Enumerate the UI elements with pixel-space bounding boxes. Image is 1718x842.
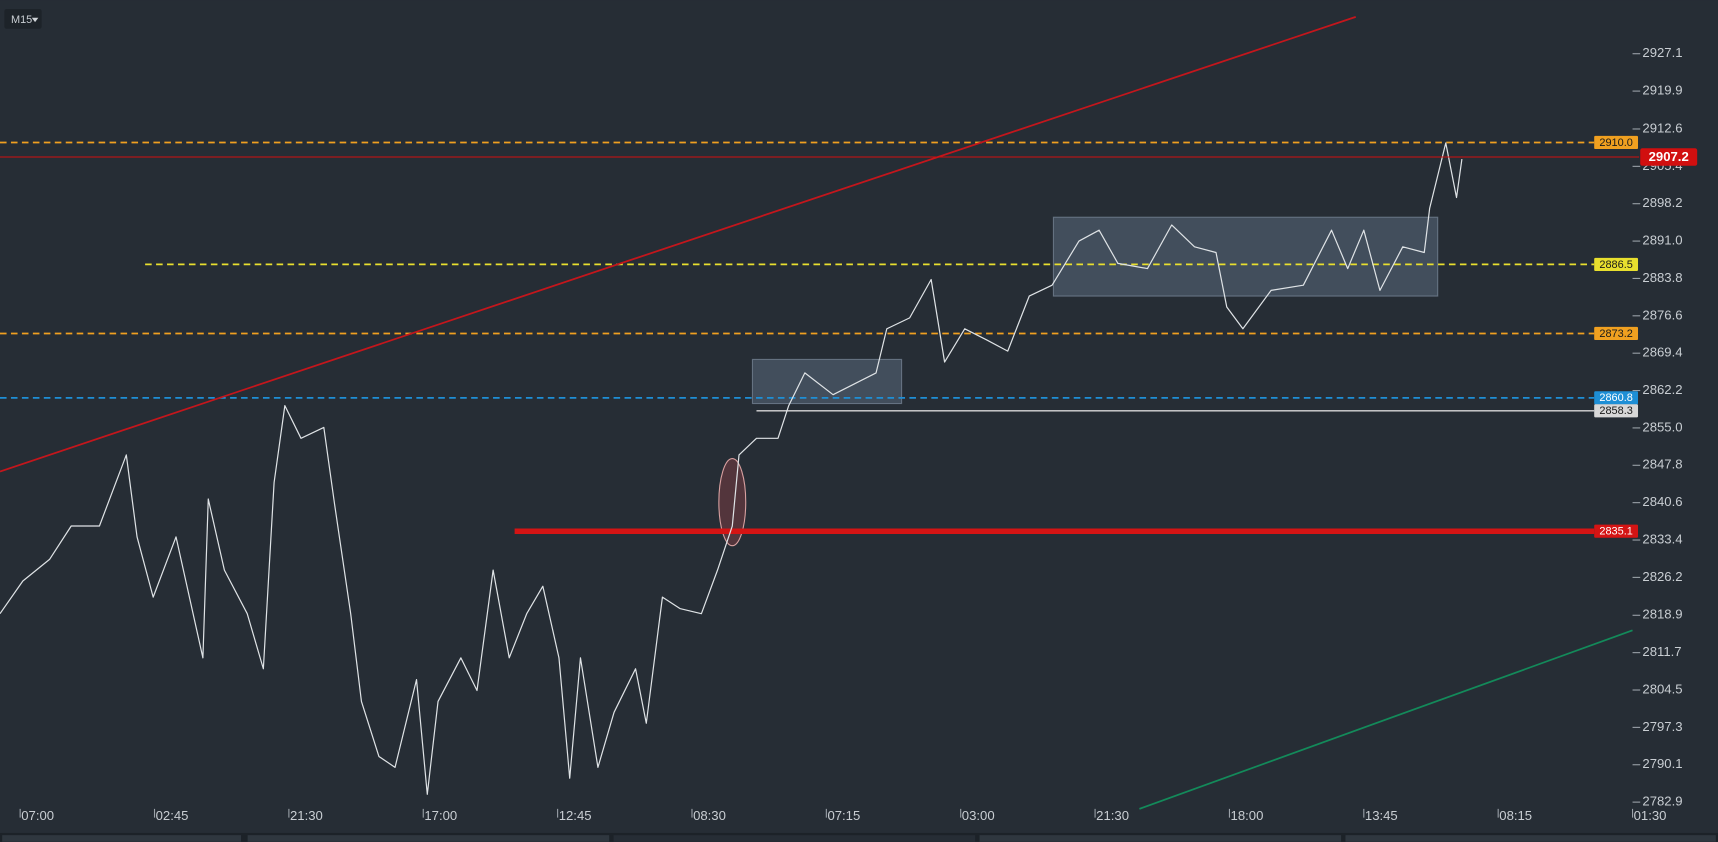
trendline [0, 16, 1357, 473]
x-tick-label: 13:45 [1365, 808, 1398, 823]
y-tick-label: 2919.9 [1642, 83, 1682, 98]
dropdown-arrow[interactable] [31, 17, 39, 23]
tab[interactable] [2, 835, 242, 842]
range-box [751, 358, 903, 405]
x-tick-label: 03:00 [962, 808, 995, 823]
ellipse-marker [718, 457, 747, 547]
y-tick-label: 2826.2 [1642, 569, 1682, 584]
level-label: 2858.3 [1599, 405, 1632, 417]
y-tick-label: 2818.9 [1642, 607, 1682, 622]
y-tick-label: 2883.8 [1642, 270, 1682, 285]
x-tick-label: 21:30 [1096, 808, 1129, 823]
y-tick-label: 2797.3 [1642, 719, 1682, 734]
timeframe-label[interactable]: M15 [11, 14, 32, 26]
timeframe-box[interactable] [4, 9, 42, 29]
price-line [0, 142, 1463, 795]
y-tick-label: 2790.1 [1642, 756, 1682, 771]
level-tag [1594, 524, 1639, 538]
y-tick-label: 2782.9 [1642, 794, 1682, 809]
tab[interactable] [979, 835, 1342, 842]
tab[interactable] [1345, 835, 1716, 842]
timeframe-button[interactable]: M15 [4, 9, 42, 29]
x-tick-label: 21:30 [290, 808, 323, 823]
level-tag [1594, 404, 1639, 418]
level-label: 2873.2 [1599, 328, 1632, 340]
level-label: 2910.0 [1599, 137, 1632, 149]
tab[interactable] [613, 835, 976, 842]
y-tick-label: 2862.2 [1642, 382, 1682, 397]
y-tick-label: 2876.6 [1642, 307, 1682, 322]
last-price-tag [1640, 148, 1698, 166]
x-tick-label: 08:30 [693, 808, 726, 823]
x-tick-label: 18:00 [1231, 808, 1264, 823]
level-tag [1594, 257, 1639, 272]
last-price-label: 2907.2 [1649, 149, 1689, 164]
x-tick-label: 07:15 [827, 808, 860, 823]
x-tick-label: 12:45 [559, 808, 592, 823]
x-tick-label: 08:15 [1499, 808, 1532, 823]
level-tag [1594, 391, 1639, 405]
level-label: 2860.8 [1599, 392, 1632, 404]
trendline [1139, 629, 1633, 810]
y-tick-label: 2869.4 [1642, 345, 1682, 360]
y-tick-label: 2811.7 [1642, 644, 1681, 659]
y-tick-label: 2840.6 [1642, 494, 1682, 509]
y-tick-label: 2847.8 [1642, 457, 1682, 472]
level-label: 2835.1 [1599, 526, 1632, 538]
x-tick-label: 07:00 [21, 808, 54, 823]
y-tick-label: 2855.0 [1642, 419, 1682, 434]
y-tick-label: 2927.1 [1642, 45, 1682, 60]
y-tick-label: 2891.0 [1642, 233, 1682, 248]
range-box [1052, 216, 1439, 297]
level-tag [1594, 135, 1639, 150]
x-tick-label: 02:45 [156, 808, 189, 823]
tab[interactable] [247, 835, 610, 842]
y-tick-label: 2833.4 [1642, 531, 1682, 546]
x-tick-label: 17:00 [424, 808, 457, 823]
x-tick-label: 01:30 [1634, 808, 1667, 823]
level-label: 2886.5 [1599, 259, 1632, 271]
y-tick-label: 2912.6 [1642, 120, 1682, 135]
level-tag [1594, 326, 1639, 341]
y-tick-label: 2804.5 [1642, 681, 1682, 696]
bottom-bar [0, 832, 1718, 842]
y-tick-label: 2898.2 [1642, 195, 1682, 210]
